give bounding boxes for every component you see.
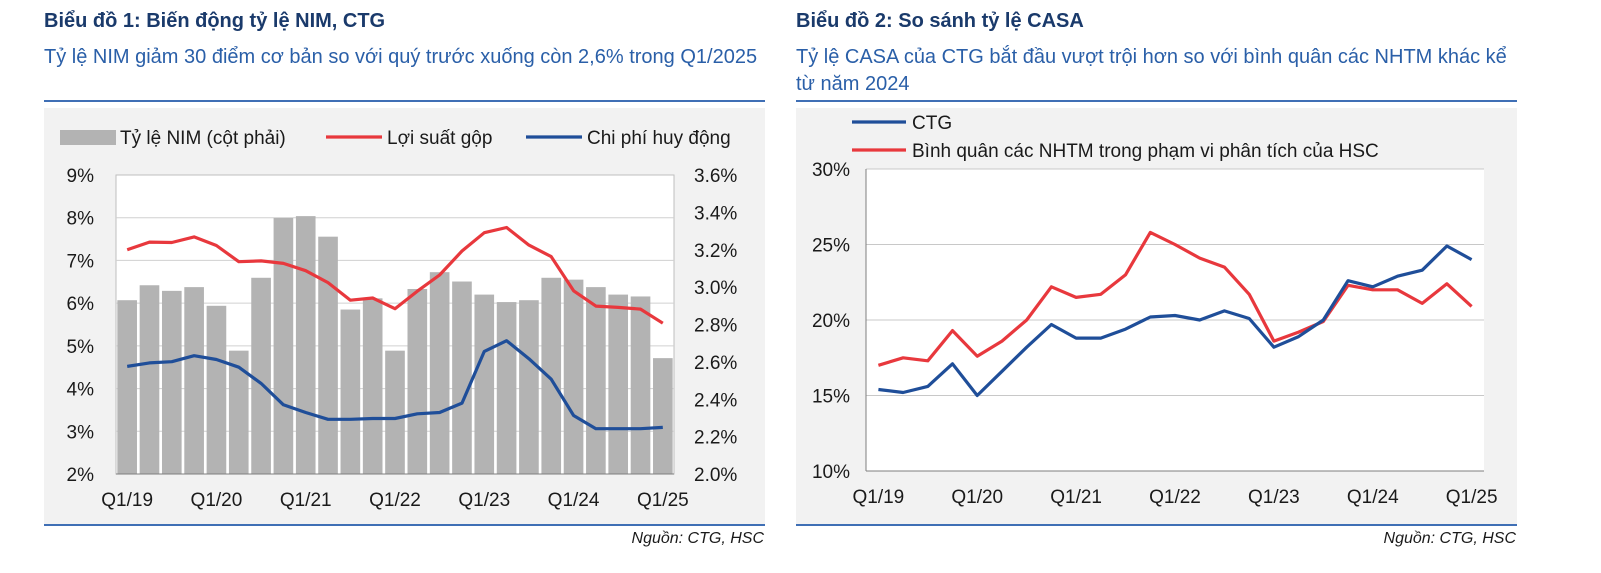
legend-label: Bình quân các NHTM trong phạm vi phân tí…: [912, 141, 1379, 162]
nim-bar: [474, 294, 495, 474]
nim-bar: [340, 309, 361, 474]
right-y-tick-label: 2.8%: [694, 316, 737, 337]
y-tick-label: 25%: [812, 236, 850, 257]
bank-average-casa-line: [877, 230, 1473, 367]
nim-bar: [251, 277, 271, 474]
nim-bar: [206, 305, 227, 474]
nim-bar: [429, 272, 450, 474]
nim-bar: [563, 279, 584, 474]
x-tick-label: Q1/20: [191, 490, 243, 511]
right-y-tick-label: 2.2%: [694, 428, 737, 449]
nim-bar: [184, 287, 204, 474]
nim-chart: 9% 8% 7% 6% 5% 4% 3% 2% 3.6% 3.4% 3.2% 3.0% 2.8% 2.6%…: [60, 128, 737, 511]
funding-cost-line: [126, 339, 663, 431]
left-y-tick-label: 5%: [67, 337, 95, 358]
left-y-tick-label: 9%: [67, 166, 95, 187]
source-note: Nguồn: CTG, HSC: [631, 530, 764, 547]
divider-bottom: [44, 524, 765, 526]
y-tick-label: 30%: [812, 160, 850, 181]
right-y-tick-label: 3.0%: [694, 278, 737, 299]
left-y-tick-label: 6%: [67, 294, 95, 315]
legend-label: Lợi suất gộp: [387, 128, 492, 149]
nim-bar: [273, 217, 294, 474]
nim-bar: [228, 350, 249, 474]
x-tick-label: Q1/25: [1446, 487, 1498, 508]
right-y-tick-label: 2.0%: [694, 465, 737, 486]
nim-bar: [295, 216, 316, 475]
chart-subtitle: Tỷ lệ CASA của CTG bắt đầu vượt trội hơn…: [796, 46, 1507, 95]
x-tick-label: Q1/22: [369, 490, 421, 511]
nim-bar: [362, 298, 383, 474]
legend-swatch-bar: [60, 130, 116, 145]
nim-bar: [496, 302, 517, 474]
nim-bar: [630, 296, 651, 474]
x-tick-label: Q1/20: [951, 487, 1003, 508]
legend-label: CTG: [912, 113, 952, 134]
x-tick-label: Q1/23: [1248, 487, 1300, 508]
y-tick-label: 10%: [812, 462, 850, 483]
divider-top: [44, 100, 765, 102]
divider-top: [796, 100, 1517, 102]
nim-bar: [161, 290, 182, 474]
gross-yield-line: [126, 225, 664, 325]
x-tick-label: Q1/25: [637, 490, 689, 511]
x-tick-label: Q1/24: [548, 490, 600, 511]
x-tick-label: Q1/24: [1347, 487, 1399, 508]
legend-label: Chi phí huy động: [587, 128, 731, 149]
source-note: Nguồn: CTG, HSC: [1383, 530, 1516, 547]
casa-chart: 30% 25% 20% 15% 10%Q1/19 Q1/20 Q1/21 Q1/22 Q1/23…: [812, 113, 1498, 508]
nim-bar: [653, 358, 673, 474]
chart-title: Biểu đồ 1: Biến động tỷ lệ NIM, CTG: [44, 10, 386, 32]
left-y-tick-label: 8%: [67, 209, 95, 230]
nim-bar: [452, 281, 472, 474]
nim-bar: [385, 350, 405, 474]
y-tick-label: 15%: [812, 387, 850, 408]
chart-panel-nim: Biểu đồ 1: Biến động tỷ lệ NIM, CTG Tỷ l…: [44, 0, 766, 573]
ctg-casa-line: [878, 244, 1473, 398]
nim-bar: [519, 300, 539, 474]
legend-label: Tỷ lệ NIM (cột phải): [120, 128, 286, 149]
left-y-tick-label: 7%: [67, 251, 95, 272]
right-y-tick-label: 3.2%: [694, 241, 737, 262]
y-tick-label: 20%: [812, 311, 850, 332]
divider-bottom: [796, 524, 1517, 526]
nim-bar: [586, 287, 606, 474]
chart-panel-casa: Biểu đồ 2: So sánh tỷ lệ CASA Tỷ lệ CASA…: [796, 0, 1518, 573]
nim-bar: [407, 288, 428, 474]
left-y-tick-label: 3%: [67, 422, 95, 443]
chart-title: Biểu đồ 2: So sánh tỷ lệ CASA: [796, 10, 1084, 32]
x-tick-label: Q1/23: [458, 490, 510, 511]
right-y-tick-label: 3.6%: [694, 166, 737, 187]
x-tick-label: Q1/19: [852, 487, 904, 508]
right-y-tick-label: 2.6%: [694, 353, 737, 374]
left-y-tick-label: 2%: [67, 465, 95, 486]
nim-bar: [608, 294, 629, 474]
nim-bar: [117, 300, 137, 474]
chart-subtitle: Tỷ lệ NIM giảm 30 điểm cơ bản so với quý…: [44, 46, 758, 68]
right-y-tick-label: 3.4%: [694, 203, 737, 224]
nim-bar: [139, 285, 160, 474]
right-y-tick-label: 2.4%: [694, 390, 737, 411]
nim-bar: [318, 236, 338, 474]
left-y-tick-label: 4%: [67, 380, 95, 401]
x-tick-label: Q1/19: [101, 490, 153, 511]
x-tick-label: Q1/21: [1050, 487, 1102, 508]
x-tick-label: Q1/21: [280, 490, 332, 511]
nim-bar: [541, 277, 562, 474]
x-tick-label: Q1/22: [1149, 487, 1201, 508]
